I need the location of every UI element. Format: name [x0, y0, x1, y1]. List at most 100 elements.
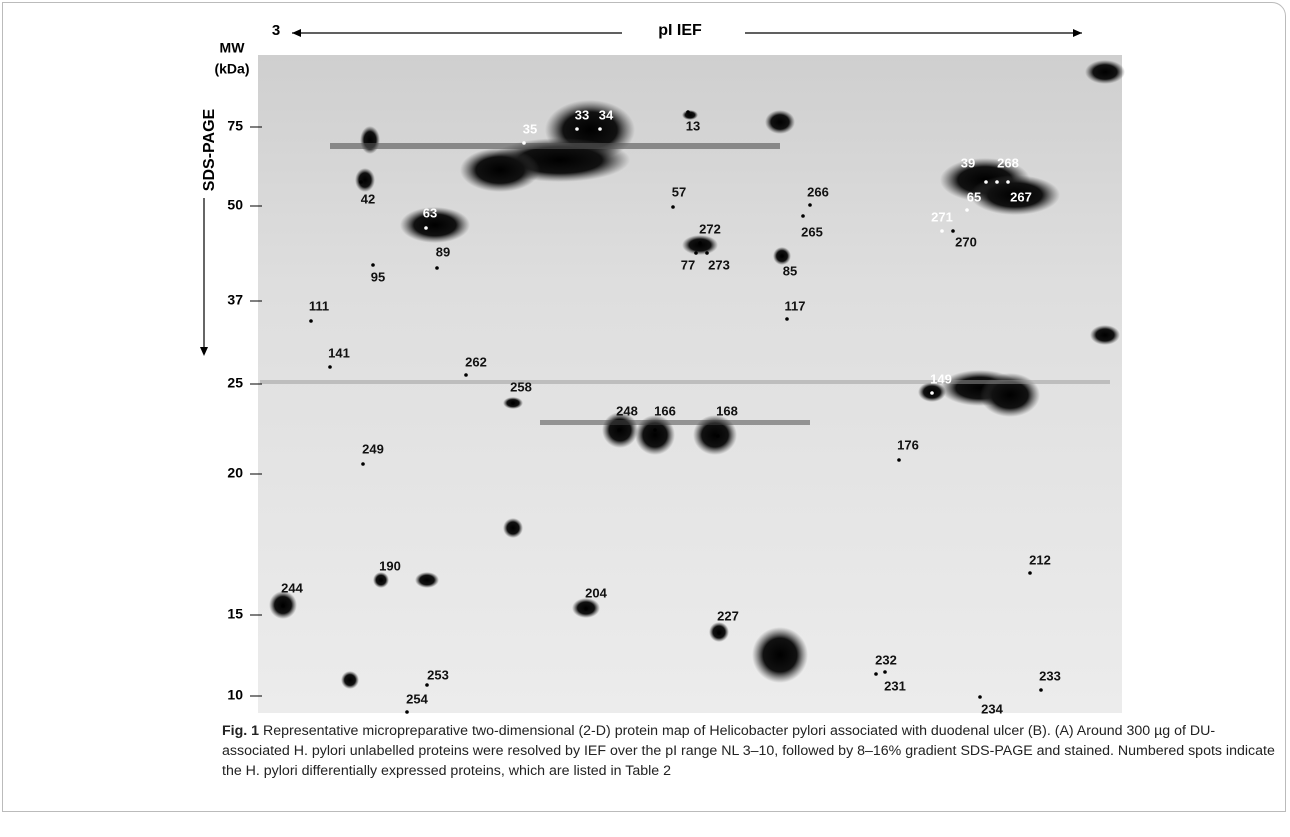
spot-label: 233: [1039, 668, 1061, 683]
arrow-head: [200, 347, 208, 356]
spot-marker: [717, 631, 721, 635]
spot-label: 89: [436, 244, 450, 259]
caption: Fig. 1 Representative micropreparative t…: [222, 721, 1282, 781]
gel-blob: [341, 671, 359, 689]
spot-label: 190: [379, 558, 401, 573]
gel-blob: [765, 110, 795, 134]
spot-label: 262: [465, 354, 487, 369]
spot-label: 231: [884, 678, 906, 693]
spot-marker: [808, 203, 812, 207]
spot-label: 35: [523, 121, 537, 136]
mw-marker-label: 37: [227, 292, 243, 308]
gel-band: [260, 380, 1110, 384]
spot-label: 204: [585, 585, 607, 600]
spot-label: 13: [686, 118, 700, 133]
spot-label: 212: [1029, 552, 1051, 567]
spot-label: 149: [930, 371, 952, 386]
spot-label: 254: [406, 691, 428, 706]
spot-label: 271: [931, 209, 953, 224]
gel-blob: [503, 518, 523, 538]
spot-label: 248: [616, 403, 638, 418]
gel-band: [540, 420, 810, 425]
spot-marker: [995, 180, 999, 184]
spot-label: 34: [599, 107, 614, 122]
mw-marker-label: 50: [227, 197, 243, 213]
spot-label: 266: [807, 184, 829, 199]
gel-blob: [415, 572, 439, 588]
spot-label: 244: [281, 580, 303, 595]
spot-label: 63: [423, 205, 437, 220]
gel-blob: [682, 235, 718, 255]
gel-blob: [752, 627, 808, 683]
gel-band: [330, 143, 780, 149]
mw-title: MW: [220, 40, 246, 56]
spot-label: 95: [371, 269, 385, 284]
spot-label: 85: [783, 263, 797, 278]
spot-marker: [359, 180, 363, 184]
spot-marker: [801, 214, 805, 218]
mw-title: (kDa): [214, 61, 249, 77]
spot-label: 117: [785, 298, 806, 313]
spot-marker: [978, 695, 982, 699]
mw-marker-label: 25: [227, 375, 243, 391]
spot-label: 272: [699, 221, 721, 236]
spot-marker: [511, 401, 515, 405]
spot-marker: [328, 365, 332, 369]
spot-marker: [716, 434, 720, 438]
gel-blob: [355, 168, 375, 192]
spot-marker: [425, 683, 429, 687]
spot-label: 176: [897, 437, 919, 452]
spot-marker: [984, 180, 988, 184]
gel-blob: [1090, 325, 1120, 345]
mw-marker-label: 15: [227, 606, 243, 622]
spot-marker: [694, 251, 698, 255]
spot-label: 77: [681, 257, 695, 272]
spot-marker: [598, 127, 602, 131]
pi-start-label: 3: [272, 22, 280, 39]
spot-label: 267: [1010, 189, 1032, 204]
spot-marker: [940, 229, 944, 233]
spot-marker: [464, 373, 468, 377]
spot-label: 141: [328, 345, 350, 360]
spot-marker: [584, 607, 588, 611]
spot-marker: [705, 251, 709, 255]
spot-label: 57: [672, 184, 686, 199]
spot-label: 166: [654, 403, 676, 418]
spot-label: 270: [955, 234, 977, 249]
spot-marker: [281, 604, 285, 608]
mw-marker-label: 10: [227, 687, 243, 703]
spot-marker: [785, 317, 789, 321]
spot-marker: [617, 428, 621, 432]
spot-marker: [1039, 688, 1043, 692]
spot-label: 258: [510, 379, 532, 394]
spot-marker: [361, 462, 365, 466]
spot-marker: [874, 672, 878, 676]
page: 3 pI IEF MW (kDa) SDS-PAGE 7550372520151…: [0, 0, 1290, 837]
spot-label: 168: [716, 403, 738, 418]
spot-marker: [309, 319, 313, 323]
spot-marker: [780, 254, 784, 258]
spot-label: 273: [708, 257, 730, 272]
spot-label: 33: [575, 107, 589, 122]
spot-marker: [1028, 571, 1032, 575]
spot-marker: [424, 226, 428, 230]
spot-marker: [965, 208, 969, 212]
arrow-head: [292, 29, 301, 37]
spot-label: 249: [362, 441, 384, 456]
spot-marker: [1006, 180, 1010, 184]
mw-marker-label: 75: [227, 118, 243, 134]
spot-marker: [671, 205, 675, 209]
spot-marker: [435, 266, 439, 270]
spot-marker: [653, 428, 657, 432]
spot-label: 268: [997, 155, 1019, 170]
gel-blob: [980, 373, 1040, 417]
gel-blob: [460, 148, 540, 192]
spot-label: 111: [309, 298, 329, 313]
spot-marker: [897, 458, 901, 462]
spot-marker: [686, 110, 690, 114]
spot-label: 65: [967, 189, 981, 204]
spot-marker: [379, 578, 383, 582]
spot-marker: [951, 229, 955, 233]
spot-label: 227: [717, 608, 739, 623]
mw-marker-label: 20: [227, 465, 243, 481]
